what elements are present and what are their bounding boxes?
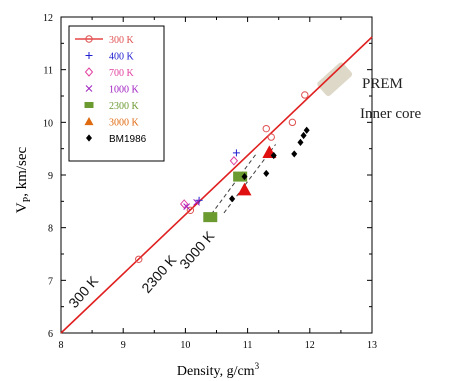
series-1000-k <box>183 199 200 210</box>
legend-marker <box>84 117 94 126</box>
prem-label-line2: Inner core <box>360 106 422 122</box>
legend-marker <box>85 35 93 43</box>
data-point <box>303 126 310 134</box>
legend-item: BM1986 <box>86 134 147 145</box>
legend-item: 1000 K <box>85 85 140 96</box>
data-point <box>233 171 248 182</box>
legend-item: 2300 K <box>84 101 140 112</box>
legend-item: 3000 K <box>84 117 140 129</box>
legend-label: 300 K <box>109 35 135 46</box>
x-b <box>85 85 93 92</box>
data-point <box>300 131 307 140</box>
prem-region <box>317 62 353 96</box>
y-tick-label: 12 <box>43 13 53 24</box>
y-axis-label-rest: , km/sec <box>14 146 30 196</box>
data-point <box>301 91 309 99</box>
legend-label: 3000 K <box>109 118 140 129</box>
y-tick-label: 7 <box>48 276 53 287</box>
data-point <box>237 182 252 196</box>
data-point <box>270 151 277 160</box>
legend-label: 1000 K <box>109 85 140 96</box>
prem-label-line1: PREM <box>362 76 403 92</box>
y-tick-label: 9 <box>48 171 53 182</box>
legend-box <box>68 25 165 162</box>
axis-ticks <box>60 16 373 334</box>
y-axis-label-sub: P <box>22 196 33 202</box>
data-point <box>183 203 190 210</box>
data-point <box>288 118 297 127</box>
legend-marker <box>86 134 92 142</box>
y-axis-label: VP, km/sec <box>14 146 33 213</box>
x-tick-label: 10 <box>180 340 190 351</box>
data-point <box>263 169 270 178</box>
y-tick-label: 10 <box>43 118 53 129</box>
legend-item: 700 K <box>84 67 135 79</box>
legend-label: 2300 K <box>109 101 140 112</box>
data-markers <box>135 91 310 263</box>
legend-label: BM1986 <box>109 134 147 145</box>
x-tick-label: 12 <box>305 340 315 351</box>
legend-item: 400 K <box>85 52 135 63</box>
series-700-k <box>179 156 239 209</box>
legend-marker <box>85 52 93 59</box>
legend-marker <box>85 85 93 92</box>
x-axis-label: Density, g/cm3 <box>177 361 260 379</box>
x-tick-label: 11 <box>243 340 253 351</box>
x-axis-label-text: Density, g/cm <box>177 364 255 379</box>
legend-label: 700 K <box>109 68 135 79</box>
data-point <box>229 195 236 203</box>
legend-label: 400 K <box>109 52 135 63</box>
series-bm1986 <box>229 126 310 203</box>
x-tick-label: 8 <box>59 340 64 351</box>
isotherm-label-2300k: 2300 K <box>138 251 180 295</box>
data-point <box>203 212 218 223</box>
data-point <box>229 156 239 166</box>
data-point <box>291 150 298 158</box>
legend-marker <box>84 67 94 77</box>
x-axis-label-sup: 3 <box>255 361 260 371</box>
x-b <box>193 199 200 206</box>
y-tick-label: 11 <box>43 66 53 77</box>
isotherm-label-3000k: 3000 K <box>176 227 218 271</box>
y-tick-label: 8 <box>48 224 53 235</box>
data-point <box>232 149 240 157</box>
data-point <box>186 206 195 214</box>
prem-inner-core-region <box>317 62 353 96</box>
series-2300-k <box>203 171 248 223</box>
data-point <box>135 255 143 263</box>
x-tick-label: 13 <box>367 340 377 351</box>
data-point <box>267 133 275 141</box>
data-point <box>193 199 200 206</box>
y-axis-label-v: V <box>14 202 30 213</box>
legend: 300 K 400 K 700 K 1000 K 2300 K 3000 K BM1986 <box>68 25 165 162</box>
legend-marker <box>84 102 94 108</box>
y-tick-label: 6 <box>48 329 53 340</box>
x-b <box>183 203 190 210</box>
series-300-k <box>135 91 309 263</box>
tick-labels: 8 9 10 11 12 13 6 7 8 9 10 11 12 <box>43 13 377 351</box>
data-point <box>297 138 304 146</box>
x-tick-label: 9 <box>121 340 126 351</box>
data-point <box>241 172 248 181</box>
series-3000-k <box>237 145 277 196</box>
data-point <box>262 124 270 133</box>
data-point <box>179 199 189 209</box>
fit-line-label-300k: 300 K <box>65 272 102 311</box>
fit-line-300k <box>60 36 373 334</box>
legend-item: 300 K <box>75 35 135 46</box>
